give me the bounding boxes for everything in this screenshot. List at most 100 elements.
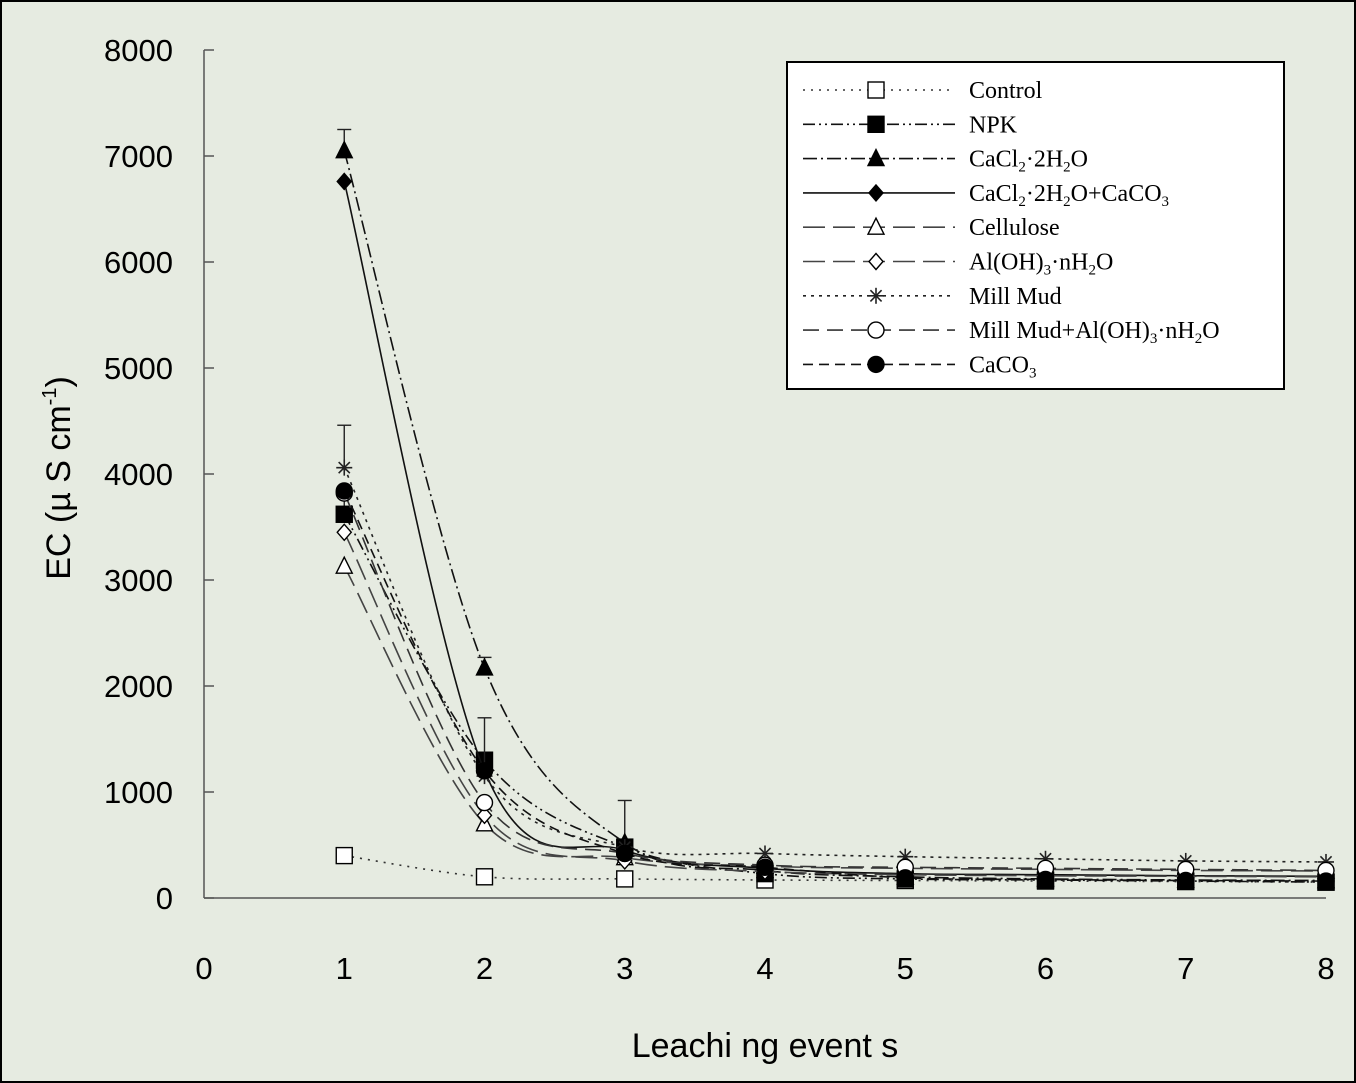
legend-marker [867, 355, 885, 374]
legend-marker [867, 115, 885, 134]
legend-marker [866, 148, 886, 167]
legend-label-part: ·2H [1026, 147, 1063, 173]
legend-marker [868, 287, 884, 304]
y-axis-title: EC (µ S cm-1) [39, 376, 78, 580]
legend-label: Mill Mud+Al(OH)3·nH2O [969, 318, 1220, 347]
legend-label-part: 3 [1044, 263, 1052, 279]
legend-label-part: O+CaCO [1071, 181, 1162, 207]
data-point [756, 858, 774, 876]
legend-label: CaCl2·2H2O+CaCO3 [969, 181, 1169, 210]
data-point [335, 482, 353, 500]
legend: ControlNPKCaCl2·2H2OCaCl2·2H2O+CaCO3Cell… [786, 61, 1285, 390]
data-point [616, 870, 634, 888]
y-tick-label: 4000 [104, 457, 173, 492]
legend-label-part: 2 [1063, 160, 1071, 176]
legend-label: CaCO3 [969, 352, 1037, 381]
x-tick-label: 4 [756, 951, 773, 986]
legend-item: CaCO3 [803, 352, 1037, 381]
y-tick-label: 1000 [104, 775, 173, 810]
legend-label-part: 2 [1195, 331, 1203, 347]
x-tick-label: 8 [1317, 951, 1334, 986]
legend-label-part: O [1071, 147, 1088, 173]
data-point [335, 555, 354, 574]
data-point [475, 868, 494, 886]
legend-label-part: 3 [1150, 331, 1158, 347]
legend-item: Mill Mud+Al(OH)3·nH2O [803, 318, 1220, 347]
legend-label-part: 2 [1063, 194, 1071, 210]
data-point [335, 505, 353, 523]
y-axis-title-close: ) [40, 376, 78, 387]
series-line [343, 565, 1327, 872]
y-axis-title-sup: -1 [39, 388, 61, 406]
data-point [476, 806, 493, 825]
legend-label-part: NPK [969, 112, 1018, 138]
data-point [1036, 870, 1055, 889]
legend-label-part: 3 [1162, 194, 1170, 210]
legend-label-part: CaCO [969, 352, 1029, 378]
data-point [336, 523, 353, 542]
legend-label: Cellulose [969, 215, 1060, 241]
data-point [336, 172, 353, 191]
legend-label: NPK [969, 112, 1018, 138]
series-line [343, 492, 1327, 872]
x-tick-label: 1 [336, 951, 353, 986]
series-8 [335, 482, 1335, 890]
data-point [1317, 872, 1335, 890]
legend-item: Control [803, 78, 1043, 104]
y-tick-label: 8000 [104, 33, 173, 68]
legend-label-part: ·nH [1157, 318, 1194, 344]
y-tick-label: 3000 [104, 563, 173, 598]
x-tick-label: 3 [616, 951, 633, 986]
series-line [343, 513, 1327, 883]
legend-marker [868, 183, 884, 202]
legend-marker [867, 321, 885, 339]
x-tick-label: 2 [476, 951, 493, 986]
x-tick-label: 6 [1037, 951, 1054, 986]
legend-label: CaCl2·2H2O [969, 147, 1088, 176]
legend-label-part: Cellulose [969, 215, 1060, 241]
legend-marker [866, 216, 886, 235]
legend-label-part: Al(OH) [969, 250, 1044, 276]
legend-label-part: Mill Mud [969, 284, 1062, 310]
y-axis-title-main: EC (µ S cm [40, 405, 78, 579]
legend-item: CaCl2·2H2O+CaCO3 [803, 181, 1169, 210]
data-point [475, 657, 494, 676]
legend-item: Al(OH)3·nH2O [803, 250, 1113, 279]
y-tick-label: 6000 [104, 245, 173, 280]
legend-label-part: 2 [1088, 263, 1096, 279]
legend-marker [867, 81, 885, 99]
series-line [343, 490, 1327, 882]
legend-label-part: 2 [1018, 160, 1026, 176]
series-layer [335, 128, 1336, 891]
y-axis-ticks: 0 1000 2000 3000 4000 5000 6000 7000 8000 [104, 33, 214, 916]
data-point [616, 844, 634, 863]
data-point [336, 459, 353, 476]
data-point [335, 846, 353, 865]
legend-item: NPK [803, 112, 1018, 138]
x-axis-ticks: 0 1 2 3 4 5 6 7 8 [195, 951, 1334, 986]
x-tick-label: 7 [1177, 951, 1194, 986]
x-tick-label: 5 [897, 951, 914, 986]
legend-label-part: 2 [1018, 194, 1026, 210]
legend-label-part: 3 [1029, 365, 1037, 381]
data-point [1177, 871, 1195, 890]
y-tick-label: 5000 [104, 351, 173, 386]
legend-label-part: ·2H [1026, 181, 1063, 207]
legend-label-part: Control [969, 78, 1043, 104]
legend-label: Al(OH)3·nH2O [969, 250, 1113, 279]
y-tick-label: 0 [156, 881, 173, 916]
data-point [475, 762, 494, 780]
legend-label-part: ·nH [1051, 250, 1088, 276]
data-point [896, 869, 914, 887]
y-tick-label: 7000 [104, 139, 173, 174]
legend-label-part: O [1202, 318, 1219, 344]
legend-label: Mill Mud [969, 284, 1062, 310]
legend-label: Control [969, 78, 1043, 104]
legend-label-part: O [1096, 250, 1113, 276]
data-point [335, 140, 354, 159]
data-point [475, 793, 494, 812]
legend-label-part: CaCl [969, 181, 1019, 207]
x-axis-title: Leachi ng event s [632, 1027, 899, 1065]
legend-item: CaCl2·2H2O [803, 147, 1088, 176]
x-tick-label: 0 [195, 951, 212, 986]
